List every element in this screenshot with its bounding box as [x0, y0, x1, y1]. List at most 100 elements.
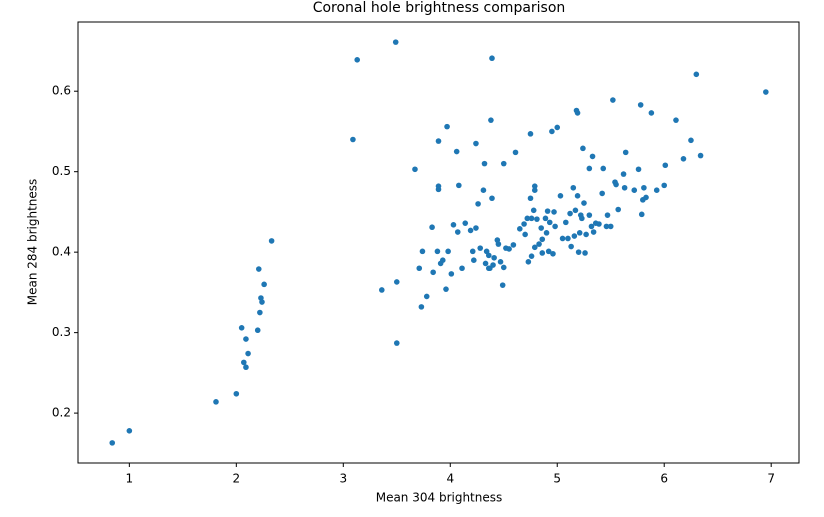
scatter-point [693, 71, 700, 78]
scatter-point [243, 336, 249, 342]
scatter-point [562, 219, 569, 226]
scatter-point [495, 241, 502, 247]
scatter-point [473, 225, 479, 231]
plot-frame [77, 21, 800, 464]
scatter-point [662, 162, 669, 169]
scatter-point [213, 399, 219, 405]
scatter-point [268, 238, 275, 244]
y-tick-label: 0.6 [52, 84, 71, 98]
scatter-point [631, 187, 638, 193]
scatter-point [500, 264, 507, 271]
scatter-point [516, 226, 523, 232]
scatter-point [589, 153, 596, 160]
scatter-point [467, 227, 474, 234]
scatter-point [697, 152, 704, 159]
scatter-point [448, 271, 455, 277]
scatter-point [481, 160, 488, 167]
scatter-point [527, 195, 534, 202]
scatter-point [488, 117, 494, 123]
scatter-point [245, 350, 251, 357]
scatter-point [588, 223, 595, 230]
scatter-point [485, 252, 492, 259]
scatter-point [459, 265, 465, 272]
scatter-point [635, 166, 642, 173]
scatter-point [238, 325, 245, 331]
scatter-point [530, 207, 537, 214]
scatter-point [590, 229, 597, 235]
scatter-point [418, 304, 425, 310]
scatter-point [109, 440, 116, 446]
scatter-point [489, 55, 495, 62]
scatter-point [586, 165, 593, 172]
scatter-point [491, 254, 497, 261]
scatter-point [429, 224, 435, 231]
scatter-point [434, 248, 441, 255]
scatter-point [574, 110, 581, 116]
scatter-point [445, 248, 451, 255]
scatter-point [531, 244, 538, 251]
y-axis-label: Mean 284 brightness [26, 179, 40, 306]
scatter-point [579, 215, 585, 222]
scatter-point [550, 250, 556, 257]
y-tick-label: 0.4 [52, 245, 71, 259]
scatter-point [534, 216, 540, 222]
scatter-point [565, 235, 571, 242]
scatter-point [574, 193, 581, 199]
y-tick-label: 0.3 [52, 325, 71, 339]
scatter-point [243, 364, 249, 371]
scatter-point [643, 194, 649, 201]
scatter-point [521, 221, 527, 227]
scatter-point [443, 286, 449, 292]
scatter-point [392, 39, 399, 45]
x-tick-label: 2 [233, 472, 241, 486]
scatter-point [637, 102, 644, 108]
scatter-point [539, 236, 546, 243]
scatter-point [435, 186, 442, 193]
scatter-point [497, 259, 504, 265]
scatter-point [567, 210, 573, 217]
scatter-point [259, 299, 265, 305]
scatter-point [580, 145, 586, 152]
scatter-point [653, 187, 660, 193]
scatter-point [600, 165, 607, 172]
scatter-point [538, 225, 544, 231]
scatter-point [450, 221, 457, 228]
scatter-point [599, 190, 605, 197]
scatter-point [571, 233, 578, 239]
scatter-point [549, 128, 555, 135]
scatter-point [576, 230, 583, 236]
scatter-point [255, 266, 262, 272]
x-axis-label: Mean 304 brightness [376, 491, 503, 505]
scatter-point [620, 171, 627, 177]
scatter-point [510, 242, 517, 248]
scatter-point [430, 269, 436, 276]
scatter-point [554, 124, 561, 131]
scatter-point [379, 287, 385, 293]
scatter-point [551, 209, 557, 215]
scatter-point [524, 215, 531, 222]
scatter-point [435, 138, 442, 144]
scatter-point [416, 265, 423, 272]
scatter-point [471, 257, 477, 264]
scatter-point [568, 243, 574, 250]
y-tick-label: 0.2 [52, 406, 71, 420]
scatter-point [500, 160, 507, 167]
x-tick-label: 4 [446, 472, 454, 486]
scatter-point [542, 215, 549, 222]
scatter-point [453, 148, 460, 155]
scatter-point [480, 187, 487, 193]
scatter-point [610, 97, 616, 103]
scatter-point [462, 220, 469, 226]
scatter-point [477, 245, 484, 251]
scatter-point [661, 182, 668, 189]
scatter-point [522, 231, 528, 238]
scatter-point [546, 219, 553, 226]
scatter-point [581, 200, 587, 206]
scatter-point [596, 221, 602, 227]
scatter-point [688, 137, 694, 144]
scatter-point [241, 359, 247, 366]
scatter-point [543, 230, 550, 236]
scatter-point [456, 182, 462, 189]
scatter-point [525, 259, 532, 265]
